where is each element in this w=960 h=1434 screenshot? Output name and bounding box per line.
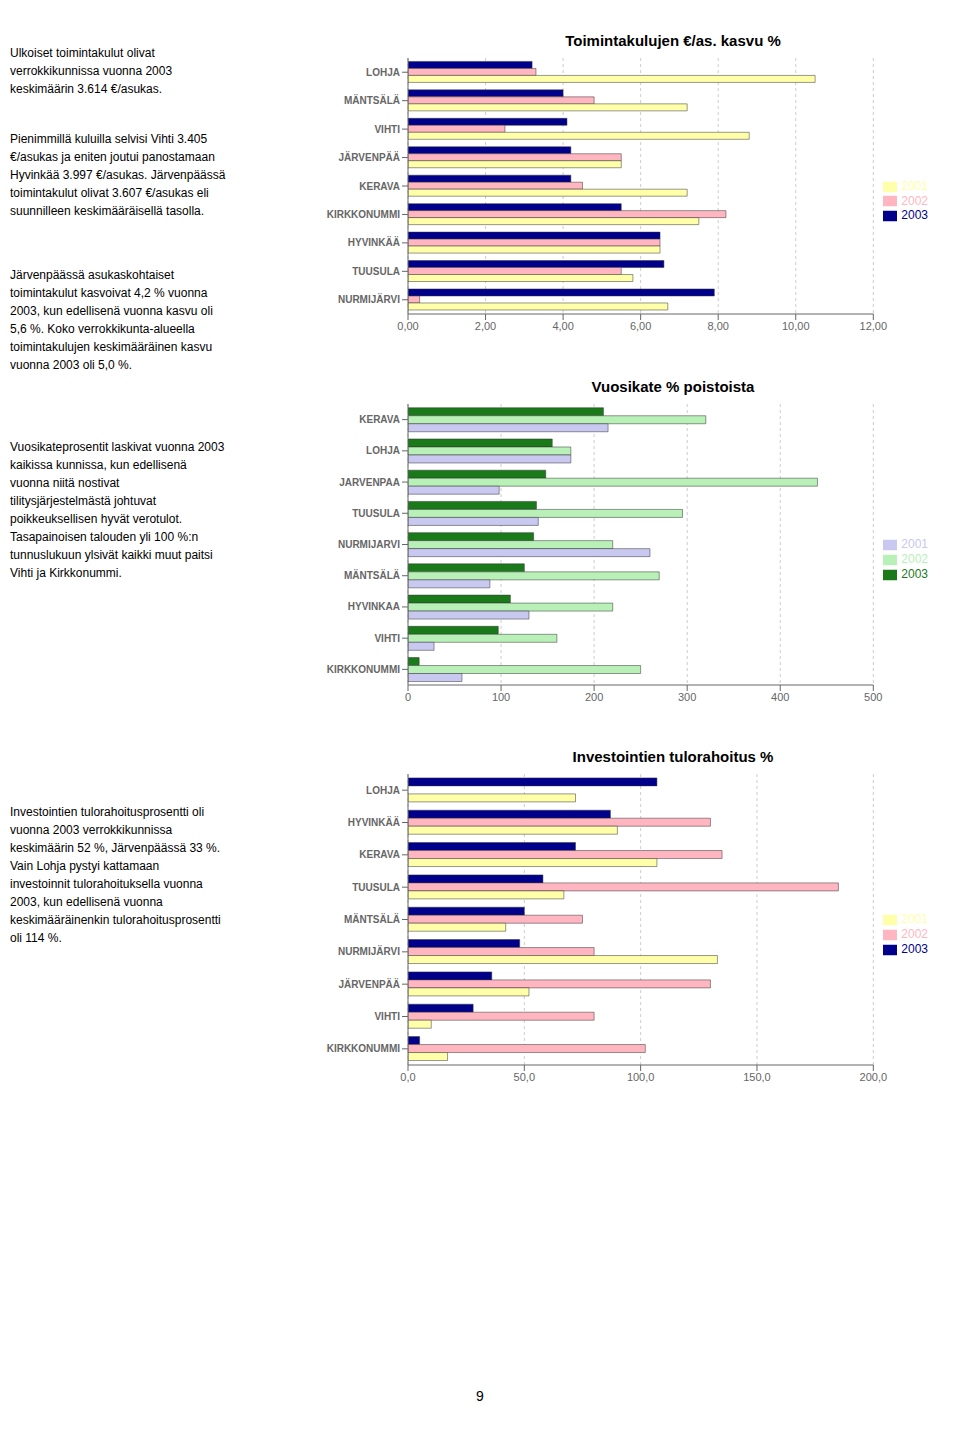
svg-text:MÄNTSÄLÄ: MÄNTSÄLÄ	[344, 913, 400, 925]
svg-text:JÄRVENPÄÄ: JÄRVENPÄÄ	[339, 978, 401, 990]
html-text:Investointien tulorahoituspros: Investointien tulorahoitusprosentti oli …	[10, 805, 221, 945]
html-text:Järvenpäässä asukaskohtaiset t: Järvenpäässä asukaskohtaiset toimintakul…	[10, 268, 213, 372]
svg-text:MÄNTSÄLÄ: MÄNTSÄLÄ	[344, 569, 400, 581]
svg-text:100,0: 100,0	[627, 1071, 655, 1083]
svg-text:400: 400	[771, 691, 789, 703]
svg-text:NURMIJÄRVI: NURMIJÄRVI	[338, 945, 400, 957]
html-text:Pienimmillä kuluilla selvisi V: Pienimmillä kuluilla selvisi Vihti 3.405…	[10, 132, 226, 218]
svg-text:KIRKKONUMMI: KIRKKONUMMI	[327, 1043, 401, 1054]
html-text:Toimintakulujen €/as. kasvu %: Toimintakulujen €/as. kasvu %	[565, 32, 781, 49]
svg-text:LOHJA: LOHJA	[366, 67, 400, 78]
svg-text:KIRKKONUMMI: KIRKKONUMMI	[327, 209, 401, 220]
svg-text:MÄNTSÄLÄ: MÄNTSÄLÄ	[344, 94, 400, 106]
html-text:2001: 2001	[901, 912, 928, 927]
svg-text:KIRKKONUMMI: KIRKKONUMMI	[327, 664, 401, 675]
html-text:2002: 2002	[901, 552, 928, 567]
svg-text:100: 100	[492, 691, 510, 703]
svg-text:HYVINKÄÄ: HYVINKÄÄ	[348, 236, 400, 248]
html-text:2002: 2002	[901, 927, 928, 942]
html-text:Ulkoiset toimintakulut olivat: Ulkoiset toimintakulut olivat verrokkiku…	[10, 46, 173, 96]
svg-text:500: 500	[864, 691, 882, 703]
html-text:2003: 2003	[901, 566, 928, 581]
svg-text:0,00: 0,00	[397, 320, 418, 332]
svg-text:KERAVA: KERAVA	[359, 849, 400, 860]
html-text:2002: 2002	[901, 193, 928, 208]
html-text:Investointien tulorahoitus %: Investointien tulorahoitus %	[572, 748, 774, 765]
svg-text:50,0: 50,0	[514, 1071, 535, 1083]
svg-text:TUUSULA: TUUSULA	[352, 508, 400, 519]
svg-text:VIHTI: VIHTI	[374, 124, 400, 135]
svg-text:NURMIJARVI: NURMIJARVI	[338, 539, 400, 550]
svg-text:HYVINKAA: HYVINKAA	[348, 601, 400, 612]
svg-text:HYVINKÄÄ: HYVINKÄÄ	[348, 816, 400, 828]
svg-text:8,00: 8,00	[707, 320, 728, 332]
svg-text:300: 300	[678, 691, 696, 703]
html-text:2001: 2001	[901, 178, 928, 193]
svg-text:NURMIJÄRVI: NURMIJÄRVI	[338, 293, 400, 305]
svg-text:10,00: 10,00	[782, 320, 810, 332]
svg-text:LOHJA: LOHJA	[366, 445, 400, 456]
svg-text:JARVENPAA: JARVENPAA	[339, 477, 400, 488]
html-text:Vuosikate % poistoista: Vuosikate % poistoista	[591, 378, 755, 395]
svg-text:TUUSULA: TUUSULA	[352, 266, 400, 277]
svg-text:4,00: 4,00	[552, 320, 573, 332]
svg-text:TUUSULA: TUUSULA	[352, 882, 400, 893]
html-text:2001: 2001	[901, 537, 928, 552]
svg-text:2,00: 2,00	[475, 320, 496, 332]
svg-text:0,0: 0,0	[400, 1071, 415, 1083]
svg-text:VIHTI: VIHTI	[374, 1011, 400, 1022]
svg-text:0: 0	[405, 691, 411, 703]
svg-text:JÄRVENPÄÄ: JÄRVENPÄÄ	[339, 151, 401, 163]
html-text:Vuosikateprosentit laskivat vu: Vuosikateprosentit laskivat vuonna 2003 …	[10, 440, 225, 580]
svg-text:200,0: 200,0	[860, 1071, 888, 1083]
svg-text:200: 200	[585, 691, 603, 703]
svg-text:KERAVA: KERAVA	[359, 414, 400, 425]
html-text:2003: 2003	[901, 941, 928, 956]
svg-text:150,0: 150,0	[743, 1071, 771, 1083]
svg-text:12,00: 12,00	[860, 320, 888, 332]
html-text:2003: 2003	[901, 208, 928, 223]
html-text:9: 9	[476, 1388, 484, 1404]
svg-text:KERAVA: KERAVA	[359, 181, 400, 192]
svg-text:6,00: 6,00	[630, 320, 651, 332]
svg-text:VIHTI: VIHTI	[374, 633, 400, 644]
svg-text:LOHJA: LOHJA	[366, 785, 400, 796]
